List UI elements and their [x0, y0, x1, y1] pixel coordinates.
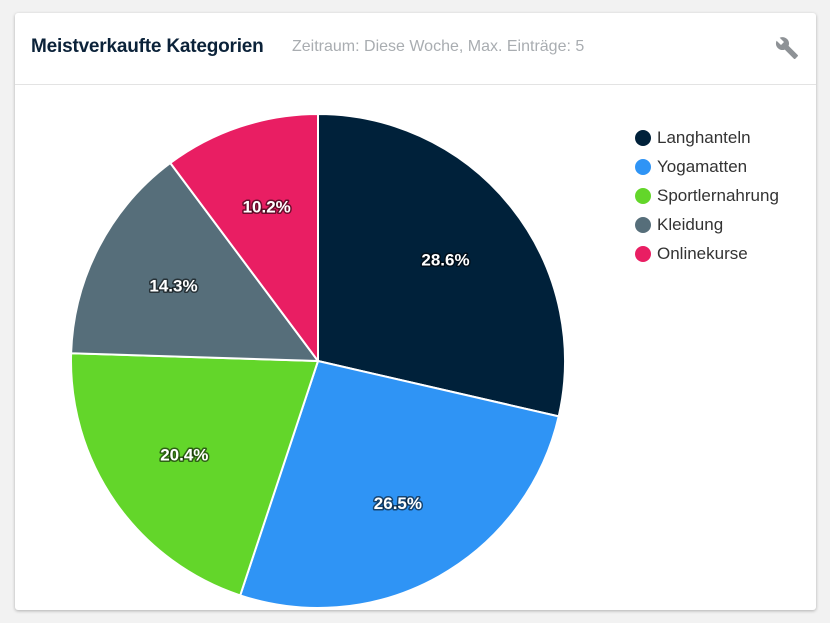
pie-slice-sportlernahrung[interactable] [70, 352, 319, 597]
pie-slice-yogamatten[interactable] [239, 360, 560, 609]
pie-slice-langhanteln[interactable] [317, 113, 566, 418]
legend-swatch [635, 216, 651, 233]
chart-legend: Langhanteln Yogamatten Sportlernahrung Klei… [635, 123, 779, 268]
legend-label: Onlinekurse [657, 243, 748, 263]
legend-item-langhanteln[interactable]: Langhanteln [635, 123, 779, 152]
chart-subtitle: Zeitraum: Diese Woche, Max. Einträge: 5 [292, 38, 585, 55]
pie-label-kleidung: 14.3% [149, 277, 197, 296]
legend-label: Yogamatten [657, 156, 748, 176]
settings-button[interactable] [775, 36, 799, 60]
card-header: Meistverkaufte Kategorien Zeitraum: Dies… [15, 13, 816, 85]
legend-item-kleidung[interactable]: Kleidung [635, 210, 779, 239]
wrench-icon [775, 37, 798, 59]
chart-card: Meistverkaufte Kategorien Zeitraum: Dies… [15, 13, 816, 610]
pie-label-onlinekurse: 10.2% [243, 197, 291, 216]
legend-label: Sportlernahrung [657, 185, 779, 205]
pie-slice-kleidung[interactable] [70, 162, 319, 362]
pie-chart: 28.6% 26.5% 20.4% 14.3% 10.2% [70, 113, 566, 609]
pie-label-langhanteln: 28.6% [421, 251, 469, 270]
pie-label-sportlernahrung: 20.4% [160, 445, 208, 464]
legend-swatch [635, 158, 651, 175]
legend-label: Kleidung [657, 214, 724, 234]
legend-swatch [635, 129, 651, 146]
legend-swatch [635, 187, 651, 204]
chart-area: 28.6% 26.5% 20.4% 14.3% 10.2% [15, 85, 816, 610]
pie-slice-onlinekurse[interactable] [169, 113, 319, 362]
chart-title: Meistverkaufte Kategorien [31, 36, 264, 57]
legend-item-yogamatten[interactable]: Yogamatten [635, 152, 779, 181]
legend-item-sportlernahrung[interactable]: Sportlernahrung [635, 181, 779, 210]
legend-item-onlinekurse[interactable]: Onlinekurse [635, 239, 779, 268]
pie-label-yogamatten: 26.5% [374, 494, 422, 513]
legend-label: Langhanteln [657, 127, 751, 147]
legend-swatch [635, 245, 651, 262]
